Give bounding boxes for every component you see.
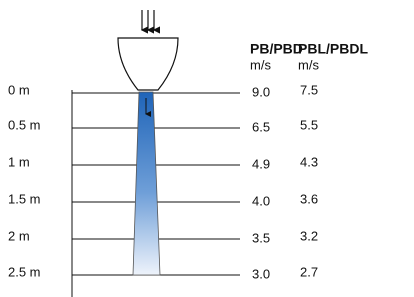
pbl-value: 7.5	[300, 82, 318, 97]
column-header: PB/PBD	[250, 41, 303, 57]
pb-value: 4.0	[252, 193, 270, 208]
pb-value: 4.9	[252, 156, 270, 171]
column-header: PBL/PBDL	[298, 41, 368, 57]
distance-label: 0.5 m	[8, 117, 41, 132]
column-unit: m/s	[298, 57, 319, 72]
pbl-value: 3.6	[300, 191, 318, 206]
distance-label: 1 m	[8, 154, 30, 169]
distance-label: 1.5 m	[8, 191, 41, 206]
diagram: 0 m 9.0 7.5 0.5 m 6.5 5.5 1 m 4.9 4.3 1.5 m 4.0 3.6…	[0, 0, 414, 297]
pbl-value: 3.2	[300, 228, 318, 243]
page: {"columns": {"headers": ["PB/PBD", "PBL/…	[0, 0, 414, 297]
inflow-arrows	[142, 10, 154, 30]
distance-label: 0 m	[8, 82, 30, 97]
pb-value: 3.0	[252, 266, 270, 281]
pb-value: 9.0	[252, 84, 270, 99]
distance-label: 2.5 m	[8, 264, 41, 279]
water-jet	[133, 92, 160, 275]
pb-value: 6.5	[252, 119, 270, 134]
distance-label: 2 m	[8, 228, 30, 243]
column-unit: m/s	[250, 57, 271, 72]
pbl-value: 5.5	[300, 117, 318, 132]
pbl-value: 2.7	[300, 264, 318, 279]
nozzle	[118, 38, 178, 90]
pbl-value: 4.3	[300, 154, 318, 169]
rows: 0 m 9.0 7.5 0.5 m 6.5 5.5 1 m 4.9 4.3 1.5 m 4.0 3.6…	[8, 82, 318, 281]
pb-value: 3.5	[252, 230, 270, 245]
